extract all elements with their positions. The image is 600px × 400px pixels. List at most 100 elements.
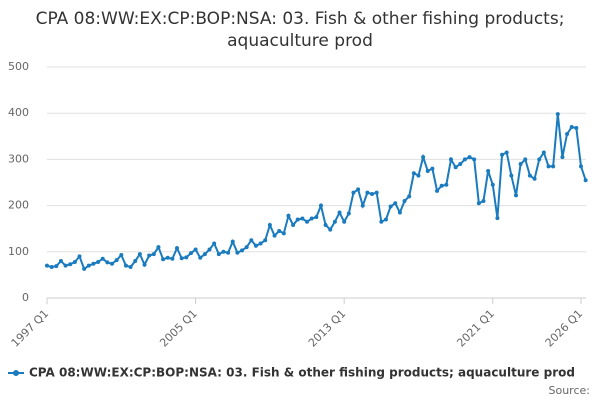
point bbox=[555, 112, 560, 117]
point bbox=[291, 223, 296, 228]
point bbox=[551, 164, 556, 169]
point bbox=[579, 164, 583, 169]
source: Source: bbox=[549, 384, 591, 397]
point bbox=[495, 216, 500, 221]
point bbox=[253, 243, 258, 248]
point bbox=[100, 256, 105, 261]
point bbox=[486, 168, 491, 173]
point bbox=[226, 250, 231, 255]
point bbox=[504, 150, 509, 155]
point bbox=[114, 258, 119, 263]
point bbox=[569, 125, 574, 130]
point bbox=[133, 259, 138, 264]
point bbox=[332, 219, 337, 224]
point bbox=[328, 227, 333, 232]
point bbox=[198, 255, 203, 260]
point bbox=[383, 217, 388, 222]
point bbox=[249, 238, 254, 243]
legend-label: CPA 08:WW:EX:CP:BOP:NSA: 03. Fish & othe… bbox=[29, 366, 575, 380]
point bbox=[221, 249, 226, 254]
point bbox=[77, 254, 82, 259]
y-tick-label: 500 bbox=[8, 60, 29, 73]
point bbox=[411, 171, 416, 176]
point bbox=[110, 261, 115, 266]
point bbox=[281, 231, 286, 236]
y-tick-label: 200 bbox=[8, 199, 29, 212]
y-tick-label: 0 bbox=[22, 291, 29, 304]
point bbox=[151, 252, 156, 257]
point bbox=[472, 157, 477, 162]
point bbox=[263, 238, 268, 243]
x-tick-label: 2005 Q1 bbox=[157, 307, 200, 350]
point bbox=[45, 263, 49, 268]
point bbox=[156, 245, 161, 250]
point bbox=[49, 265, 54, 270]
point bbox=[444, 182, 449, 187]
point bbox=[430, 166, 435, 171]
point bbox=[119, 253, 124, 258]
point bbox=[416, 173, 421, 178]
point bbox=[513, 193, 518, 198]
point bbox=[532, 176, 537, 181]
point bbox=[397, 210, 402, 215]
point bbox=[170, 256, 175, 261]
point bbox=[537, 157, 542, 162]
point bbox=[165, 255, 170, 260]
point bbox=[184, 255, 189, 260]
point bbox=[188, 251, 193, 256]
point bbox=[523, 157, 528, 162]
point bbox=[235, 250, 240, 255]
point bbox=[82, 266, 87, 271]
point bbox=[365, 190, 370, 195]
point bbox=[439, 183, 444, 188]
point bbox=[91, 261, 96, 266]
point bbox=[574, 125, 579, 130]
point bbox=[179, 256, 184, 261]
point bbox=[481, 198, 486, 203]
point bbox=[346, 211, 351, 216]
point bbox=[128, 265, 133, 270]
point bbox=[323, 223, 328, 228]
point bbox=[54, 264, 59, 269]
point bbox=[421, 155, 426, 160]
point bbox=[342, 219, 347, 224]
point bbox=[96, 259, 101, 264]
point bbox=[527, 173, 532, 178]
point bbox=[193, 247, 198, 252]
x-tick-label: 1997 Q1 bbox=[9, 307, 52, 350]
point bbox=[244, 245, 249, 250]
point bbox=[370, 192, 375, 197]
point bbox=[295, 217, 300, 222]
chart-title: CPA 08:WW:EX:CP:BOP:NSA: 03. Fish & othe… bbox=[35, 9, 565, 51]
point bbox=[453, 165, 458, 170]
y-tick-label: 400 bbox=[8, 106, 29, 119]
point bbox=[230, 239, 235, 244]
point bbox=[467, 155, 472, 160]
point bbox=[541, 150, 546, 155]
point bbox=[207, 247, 212, 252]
point bbox=[560, 155, 565, 160]
point bbox=[314, 215, 319, 220]
point bbox=[277, 229, 282, 234]
point bbox=[68, 262, 73, 267]
point bbox=[142, 262, 147, 267]
point bbox=[305, 219, 310, 224]
point bbox=[267, 223, 272, 228]
y-tick-label: 100 bbox=[8, 245, 29, 258]
point bbox=[86, 263, 91, 268]
point bbox=[272, 233, 277, 238]
x-tick-label: 2021 Q1 bbox=[454, 307, 497, 350]
point bbox=[286, 213, 291, 218]
point bbox=[374, 190, 379, 195]
point bbox=[309, 216, 314, 221]
point bbox=[509, 173, 514, 178]
point bbox=[123, 263, 128, 268]
point bbox=[448, 157, 453, 162]
point bbox=[58, 259, 63, 264]
series-line bbox=[46, 114, 587, 271]
x-tick-label: 2026 Q1 bbox=[543, 307, 586, 350]
point bbox=[137, 252, 142, 257]
point bbox=[388, 204, 393, 209]
point bbox=[258, 241, 263, 246]
